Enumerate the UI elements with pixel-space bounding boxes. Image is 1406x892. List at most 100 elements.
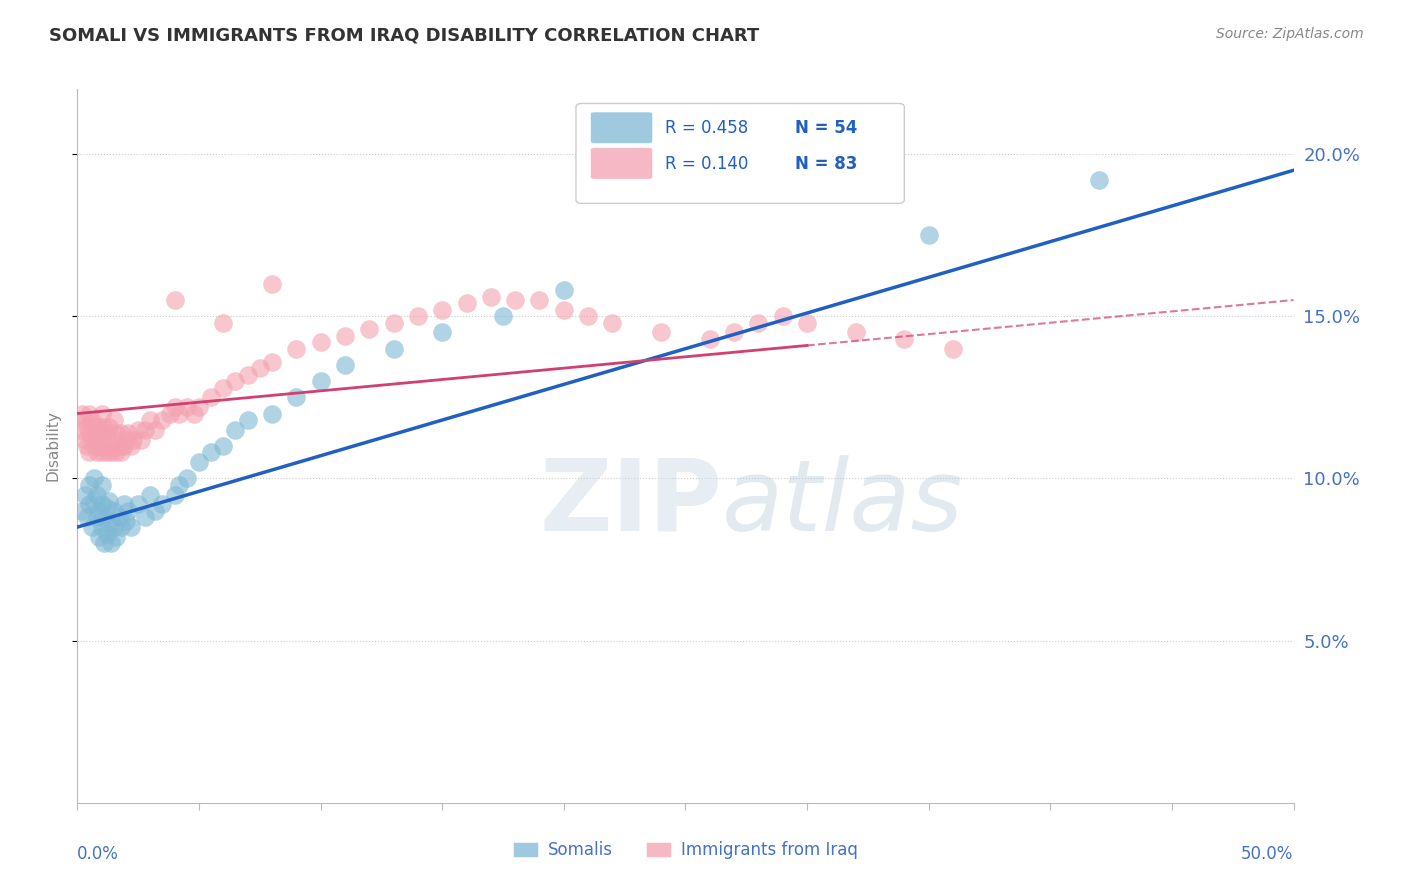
Point — [90, 478, 112, 492]
Point — [309, 374, 332, 388]
Point — [86, 445, 108, 459]
Point — [89, 504, 111, 518]
Point — [69, 423, 91, 437]
Point — [89, 439, 111, 453]
Point — [942, 342, 965, 356]
Point — [249, 361, 271, 376]
Point — [893, 332, 915, 346]
Point — [134, 423, 156, 437]
Point — [529, 293, 551, 307]
Point — [503, 293, 526, 307]
Point — [93, 510, 115, 524]
Point — [103, 433, 125, 447]
Point — [70, 504, 93, 518]
Point — [163, 400, 186, 414]
Point — [200, 390, 222, 404]
Point — [723, 326, 745, 340]
Point — [212, 439, 235, 453]
Point — [112, 497, 135, 511]
Point — [127, 497, 149, 511]
Point — [406, 310, 429, 324]
Point — [134, 510, 156, 524]
Y-axis label: Disability: Disability — [45, 410, 60, 482]
Point — [224, 423, 246, 437]
Point — [212, 381, 235, 395]
Point — [80, 520, 103, 534]
Text: N = 54: N = 54 — [794, 120, 858, 137]
Point — [139, 488, 162, 502]
Point — [83, 439, 105, 453]
Point — [79, 497, 101, 511]
Point — [110, 445, 132, 459]
Point — [97, 516, 120, 531]
Point — [129, 433, 152, 447]
Point — [122, 433, 145, 447]
Point — [188, 455, 211, 469]
Point — [176, 400, 198, 414]
FancyBboxPatch shape — [591, 112, 652, 144]
Point — [86, 425, 108, 440]
Point — [107, 510, 129, 524]
Point — [553, 302, 575, 317]
Point — [553, 283, 575, 297]
Point — [479, 290, 502, 304]
Point — [86, 510, 108, 524]
Point — [96, 526, 118, 541]
Point — [86, 488, 108, 502]
Point — [79, 425, 101, 440]
Point — [76, 510, 98, 524]
Point — [117, 504, 139, 518]
Legend: Somalis, Immigrants from Iraq: Somalis, Immigrants from Iraq — [506, 835, 865, 866]
Point — [90, 407, 112, 421]
Point — [285, 342, 308, 356]
Point — [120, 439, 142, 453]
Text: atlas: atlas — [721, 455, 963, 551]
Point — [115, 514, 138, 528]
Point — [772, 310, 794, 324]
Point — [224, 374, 246, 388]
Point — [1088, 173, 1111, 187]
Text: N = 83: N = 83 — [794, 155, 858, 173]
Point — [79, 407, 101, 421]
Point — [83, 494, 105, 508]
Point — [430, 302, 453, 317]
Point — [176, 471, 198, 485]
Point — [89, 419, 111, 434]
Point — [110, 520, 132, 534]
Point — [97, 494, 120, 508]
Point — [183, 407, 205, 421]
Point — [96, 425, 118, 440]
Point — [260, 277, 283, 291]
Point — [90, 425, 112, 440]
Point — [650, 326, 672, 340]
Point — [143, 504, 166, 518]
FancyBboxPatch shape — [591, 148, 652, 179]
Text: SOMALI VS IMMIGRANTS FROM IRAQ DISABILITY CORRELATION CHART: SOMALI VS IMMIGRANTS FROM IRAQ DISABILIT… — [49, 27, 759, 45]
Point — [260, 354, 283, 368]
Point — [83, 419, 105, 434]
Point — [97, 439, 120, 453]
Point — [107, 439, 129, 453]
Point — [117, 425, 139, 440]
Point — [103, 520, 125, 534]
Point — [80, 433, 103, 447]
Point — [105, 445, 128, 459]
Point — [699, 332, 721, 346]
Point — [163, 488, 186, 502]
Point — [602, 316, 624, 330]
Point — [73, 433, 96, 447]
Text: 0.0%: 0.0% — [77, 845, 120, 863]
Point — [90, 445, 112, 459]
Point — [456, 296, 478, 310]
Point — [100, 445, 122, 459]
Point — [359, 322, 381, 336]
Point — [796, 316, 818, 330]
Point — [115, 433, 138, 447]
Point — [152, 497, 174, 511]
Point — [143, 423, 166, 437]
Point — [576, 310, 599, 324]
Point — [747, 316, 769, 330]
Point — [260, 407, 283, 421]
Point — [309, 335, 332, 350]
Point — [97, 419, 120, 434]
